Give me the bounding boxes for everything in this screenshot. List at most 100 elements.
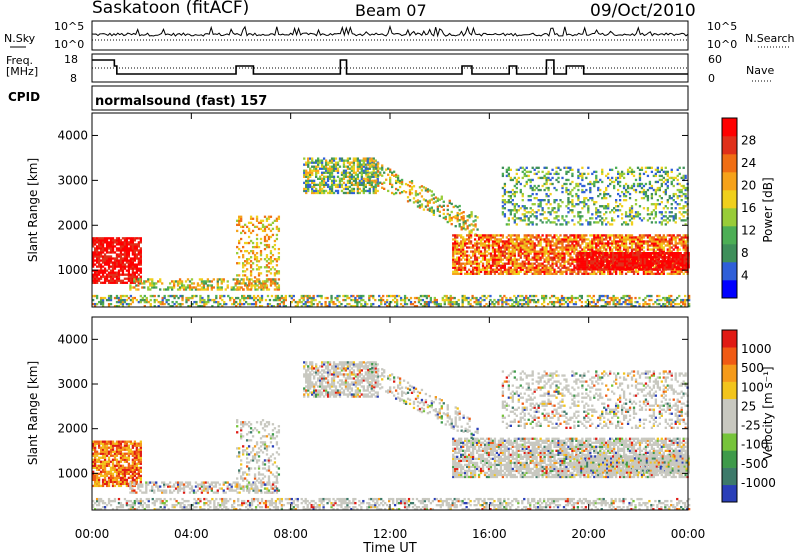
power-cell bbox=[678, 188, 681, 192]
power-cell bbox=[332, 191, 336, 195]
power-cell bbox=[93, 275, 97, 278]
power-cell bbox=[589, 223, 592, 226]
power-cell bbox=[511, 209, 514, 212]
power-cell bbox=[588, 266, 591, 269]
power-cell bbox=[446, 204, 449, 208]
power-cell bbox=[205, 302, 208, 306]
power-cell bbox=[320, 161, 324, 164]
power-cell bbox=[660, 213, 663, 216]
power-cell bbox=[452, 270, 455, 273]
power-cell bbox=[662, 240, 665, 243]
power-cell bbox=[674, 272, 677, 275]
power-cell bbox=[640, 238, 644, 241]
power-cell bbox=[635, 264, 639, 267]
power-cell bbox=[247, 221, 251, 224]
power-cell bbox=[362, 161, 365, 164]
power-cell bbox=[587, 211, 590, 214]
power-cell bbox=[375, 179, 378, 182]
power-cell bbox=[475, 272, 479, 275]
power-cell bbox=[255, 237, 259, 241]
power-cell bbox=[115, 237, 119, 240]
power-cell bbox=[139, 253, 142, 256]
power-cell bbox=[631, 264, 635, 267]
power-cell bbox=[117, 273, 121, 276]
power-cell bbox=[531, 264, 534, 267]
power-cell bbox=[255, 219, 259, 222]
power-cell bbox=[653, 251, 657, 255]
power-cell bbox=[606, 268, 609, 271]
power-cell bbox=[129, 284, 132, 287]
power-cell bbox=[667, 262, 670, 265]
power-cell bbox=[109, 251, 113, 254]
power-cell bbox=[468, 232, 471, 235]
power-cell bbox=[601, 250, 604, 253]
power-cell bbox=[348, 181, 352, 185]
power-cell bbox=[586, 260, 589, 263]
power-cell bbox=[101, 247, 105, 250]
power-cell bbox=[263, 215, 267, 218]
power-cell bbox=[636, 260, 640, 263]
power-cell bbox=[275, 217, 279, 220]
power-cell bbox=[127, 251, 131, 254]
power-cell bbox=[593, 250, 596, 253]
power-cell bbox=[113, 239, 117, 242]
power-cell bbox=[569, 248, 572, 251]
power-cell bbox=[547, 178, 550, 182]
power-cell bbox=[440, 205, 443, 208]
power-cell bbox=[517, 242, 520, 245]
power-cell bbox=[387, 167, 390, 170]
power-cell bbox=[521, 170, 524, 174]
power-cell bbox=[203, 302, 206, 306]
power-cell bbox=[553, 199, 556, 202]
power-cell bbox=[111, 267, 115, 270]
power-cell bbox=[673, 264, 676, 267]
power-cell bbox=[452, 262, 455, 265]
power-cell bbox=[553, 268, 556, 271]
power-cell bbox=[654, 190, 658, 194]
power-cell bbox=[372, 157, 375, 160]
power-cell bbox=[653, 260, 657, 263]
power-cell bbox=[263, 239, 267, 243]
power-cell bbox=[665, 262, 668, 265]
power-cell bbox=[519, 264, 522, 267]
power-cell bbox=[428, 207, 432, 210]
power-cell bbox=[330, 159, 334, 162]
power-cell bbox=[95, 247, 99, 250]
power-cell bbox=[117, 239, 121, 242]
power-cell bbox=[666, 242, 669, 245]
power-cell bbox=[581, 234, 584, 237]
power-cell bbox=[97, 241, 101, 244]
power-cell bbox=[511, 240, 514, 243]
power-cell bbox=[125, 273, 129, 276]
power-cell bbox=[636, 236, 640, 239]
power-cell bbox=[603, 270, 606, 273]
power-cell bbox=[499, 248, 503, 251]
power-cell bbox=[614, 176, 618, 180]
power-cell bbox=[169, 294, 172, 298]
power-cell bbox=[632, 170, 636, 174]
power-cell bbox=[586, 262, 589, 265]
power-cell bbox=[601, 244, 604, 247]
power-cell bbox=[513, 252, 516, 255]
power-cell bbox=[507, 272, 510, 275]
power-cell bbox=[501, 174, 505, 178]
power-cell bbox=[360, 181, 363, 185]
power-cell bbox=[575, 236, 578, 239]
power-cell bbox=[346, 161, 350, 164]
power-cell bbox=[493, 250, 497, 253]
power-cell bbox=[563, 254, 566, 257]
power-cell bbox=[577, 250, 580, 253]
power-cell bbox=[129, 261, 133, 264]
power-cell bbox=[149, 302, 152, 306]
power-cell bbox=[567, 199, 570, 202]
power-cell bbox=[638, 246, 642, 249]
power-cell bbox=[450, 210, 453, 214]
power-cell bbox=[249, 274, 253, 277]
power-cell bbox=[539, 201, 542, 204]
power-cell bbox=[683, 251, 686, 255]
power-cell bbox=[360, 165, 363, 168]
power-cell bbox=[197, 304, 200, 308]
power-cell bbox=[582, 260, 585, 263]
power-cell bbox=[320, 165, 324, 168]
power-cell bbox=[374, 181, 377, 185]
